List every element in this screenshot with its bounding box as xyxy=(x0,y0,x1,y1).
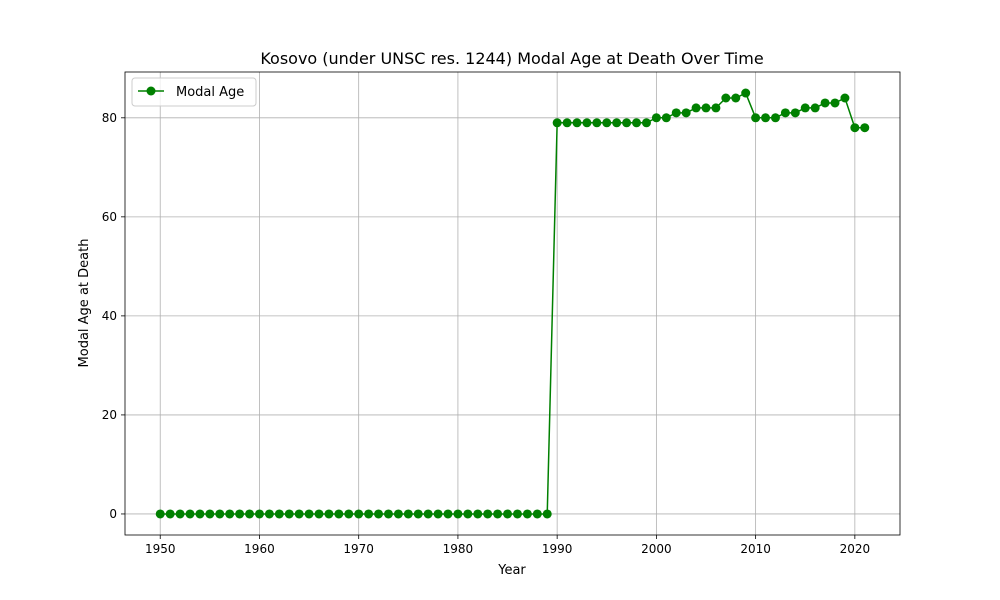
data-point xyxy=(552,118,562,128)
data-point xyxy=(572,118,582,128)
data-point xyxy=(850,123,860,133)
data-point xyxy=(751,113,761,123)
data-point xyxy=(770,113,780,123)
data-point xyxy=(612,118,622,128)
x-axis-label: Year xyxy=(497,563,526,578)
data-point xyxy=(393,509,403,519)
data-point xyxy=(473,509,483,519)
data-point xyxy=(185,509,195,519)
data-point xyxy=(582,118,592,128)
data-point xyxy=(860,123,870,133)
data-point xyxy=(374,509,384,519)
x-tick-label: 1970 xyxy=(343,542,374,556)
data-point xyxy=(701,103,711,113)
data-point xyxy=(761,113,771,123)
data-point xyxy=(443,509,453,519)
data-point xyxy=(264,509,274,519)
data-point xyxy=(215,509,225,519)
y-tick-label: 20 xyxy=(102,408,117,422)
data-point xyxy=(562,118,572,128)
data-point xyxy=(512,509,522,519)
data-point xyxy=(602,118,612,128)
data-point xyxy=(334,509,344,519)
data-point xyxy=(790,108,800,118)
data-point xyxy=(800,103,810,113)
plot-frame xyxy=(124,71,901,536)
data-point xyxy=(741,88,751,98)
data-point xyxy=(671,108,681,118)
data-point xyxy=(324,509,334,519)
data-point xyxy=(592,118,602,128)
data-point xyxy=(810,103,820,113)
data-point xyxy=(195,509,205,519)
data-point xyxy=(175,509,185,519)
series-layer xyxy=(155,88,870,519)
data-point xyxy=(304,509,314,519)
data-point xyxy=(780,108,790,118)
grid xyxy=(125,72,900,535)
data-point xyxy=(532,509,542,519)
data-point xyxy=(284,509,294,519)
data-point xyxy=(483,509,493,519)
data-point xyxy=(731,93,741,103)
data-point xyxy=(830,98,840,108)
y-tick-label: 80 xyxy=(102,111,117,125)
legend-label: Modal Age xyxy=(176,85,244,100)
data-point xyxy=(274,509,284,519)
data-point xyxy=(463,509,473,519)
x-tick-label: 2010 xyxy=(740,542,771,556)
data-point xyxy=(632,118,642,128)
data-point xyxy=(245,509,255,519)
data-point xyxy=(493,509,503,519)
data-point xyxy=(155,509,165,519)
chart-title: Kosovo (under UNSC res. 1244) Modal Age … xyxy=(260,49,763,68)
data-point xyxy=(622,118,632,128)
x-tick-label: 2000 xyxy=(641,542,672,556)
data-point xyxy=(165,509,175,519)
y-tick-label: 0 xyxy=(109,507,117,521)
data-point xyxy=(383,509,393,519)
data-point xyxy=(691,103,701,113)
legend-marker-swatch xyxy=(146,86,156,96)
data-point xyxy=(711,103,721,113)
data-point xyxy=(294,509,304,519)
data-point xyxy=(314,509,324,519)
legend: Modal Age xyxy=(131,77,257,107)
data-point xyxy=(205,509,215,519)
legend-box xyxy=(131,77,257,107)
y-axis-ticks: 0 20 40 60 80 xyxy=(102,111,125,521)
data-point xyxy=(344,509,354,519)
data-point xyxy=(651,113,661,123)
data-point xyxy=(364,509,374,519)
y-tick-label: 60 xyxy=(102,210,117,224)
x-tick-label: 1980 xyxy=(443,542,474,556)
data-point xyxy=(721,93,731,103)
x-tick-label: 2020 xyxy=(840,542,871,556)
x-tick-label: 1950 xyxy=(145,542,176,556)
data-point xyxy=(522,509,532,519)
data-point xyxy=(641,118,651,128)
data-point xyxy=(235,509,245,519)
data-point xyxy=(542,509,552,519)
data-point xyxy=(413,509,423,519)
data-point xyxy=(453,509,463,519)
x-axis-ticks: 1950 1960 1970 1980 1990 2000 2010 2020 xyxy=(145,535,870,556)
data-point xyxy=(820,98,830,108)
data-point xyxy=(354,509,364,519)
y-tick-label: 40 xyxy=(102,309,117,323)
x-tick-label: 1960 xyxy=(244,542,275,556)
data-point xyxy=(254,509,264,519)
x-tick-label: 1990 xyxy=(542,542,573,556)
y-axis-label: Modal Age at Death xyxy=(77,239,92,368)
data-point xyxy=(503,509,513,519)
data-point xyxy=(423,509,433,519)
data-point xyxy=(225,509,235,519)
data-point xyxy=(840,93,850,103)
data-point xyxy=(433,509,443,519)
data-point xyxy=(661,113,671,123)
series-line xyxy=(160,92,865,515)
data-point xyxy=(403,509,413,519)
data-point xyxy=(681,108,691,118)
